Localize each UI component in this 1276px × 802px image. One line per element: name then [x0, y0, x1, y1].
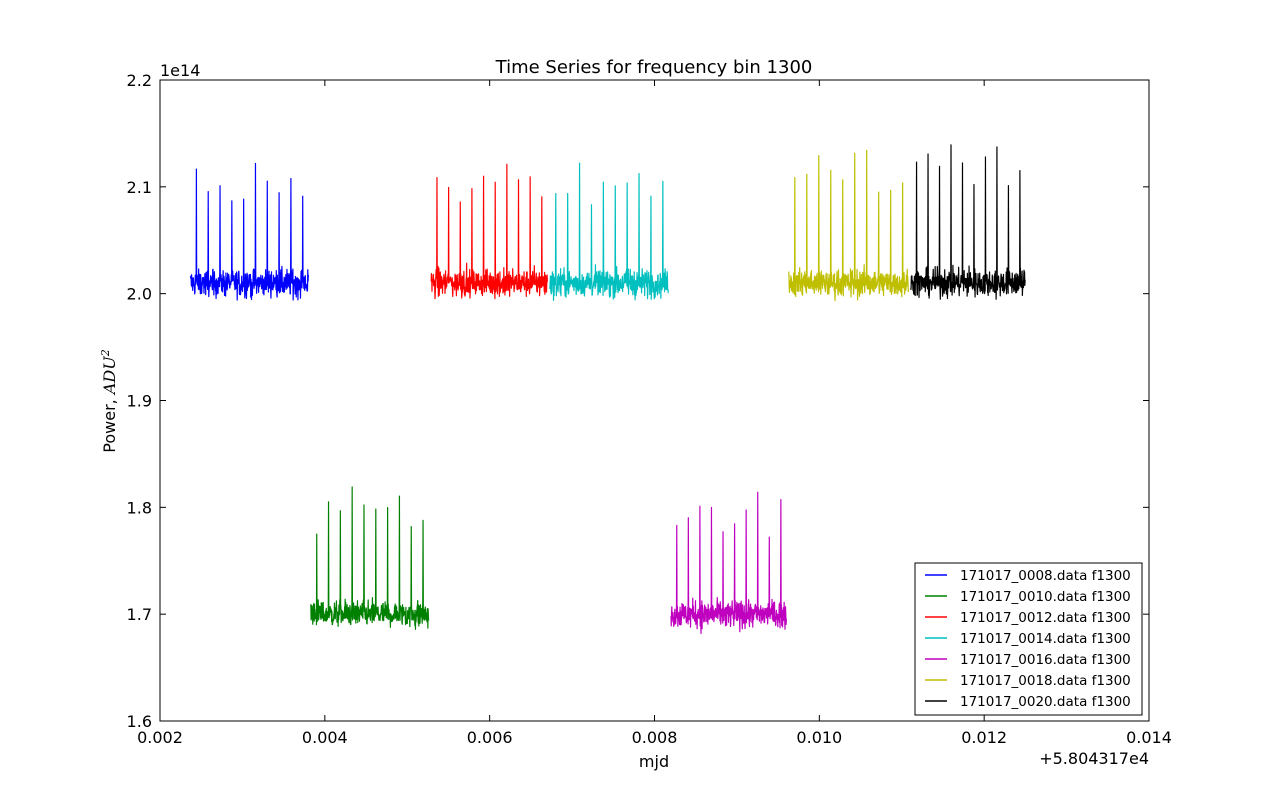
- legend-label: 171017_0012.data f1300: [960, 610, 1131, 626]
- legend-label: 171017_0014.data f1300: [960, 631, 1131, 647]
- series-layer: [189, 144, 1026, 635]
- y-tick-label: 1.6: [127, 712, 152, 731]
- legend-box: [914, 562, 1143, 716]
- x-tick-label: 0.010: [796, 728, 842, 747]
- y-tick-label: 2.2: [127, 71, 152, 90]
- x-tick-label: 0.008: [632, 728, 678, 747]
- x-tick-label: 0.014: [1126, 728, 1172, 747]
- series-line-3: [430, 163, 548, 300]
- series-line-5: [670, 491, 787, 635]
- series-line-6: [788, 149, 909, 302]
- y-tick-label: 1.7: [127, 605, 152, 624]
- y-axis-label: Power, ADU2: [99, 349, 119, 452]
- series-line-4: [549, 162, 669, 302]
- y-axis-label-math: ADU: [100, 356, 119, 396]
- axis-ticks: 0.002 0.004 0.006 0.008 0.010 0.012 0.014 1.6 1.…: [127, 71, 1172, 747]
- x-offset-label: +5.804317e4: [1039, 749, 1149, 768]
- legend-label: 171017_0020.data f1300: [960, 694, 1131, 710]
- chart-title: Time Series for frequency bin 1300: [495, 57, 813, 78]
- y-tick-label: 2.0: [127, 285, 152, 304]
- legend: 171017_0008.data f1300 171017_0010.data f…: [914, 562, 1143, 716]
- y-axis-label-text: Power,: [100, 394, 119, 453]
- y-tick-label: 1.8: [127, 498, 152, 517]
- legend-label: 171017_0018.data f1300: [960, 673, 1131, 689]
- legend-label: 171017_0010.data f1300: [960, 589, 1131, 605]
- x-tick-label: 0.012: [961, 728, 1007, 747]
- y-exponent-label: 1e14: [160, 61, 200, 80]
- legend-label: 171017_0016.data f1300: [960, 652, 1131, 668]
- x-tick-label: 0.006: [467, 728, 513, 747]
- x-tick-label: 0.002: [137, 728, 183, 747]
- x-axis-label: mjd: [639, 752, 669, 771]
- series-line-2: [310, 486, 430, 630]
- series-line-1: [189, 162, 309, 301]
- legend-label: 171017_0008.data f1300: [960, 568, 1131, 584]
- series-line-7: [910, 144, 1026, 300]
- y-tick-label: 2.1: [127, 178, 152, 197]
- x-tick-label: 0.004: [302, 728, 348, 747]
- y-axis-label-superscript: 2: [99, 349, 112, 357]
- y-tick-label: 1.9: [127, 392, 152, 411]
